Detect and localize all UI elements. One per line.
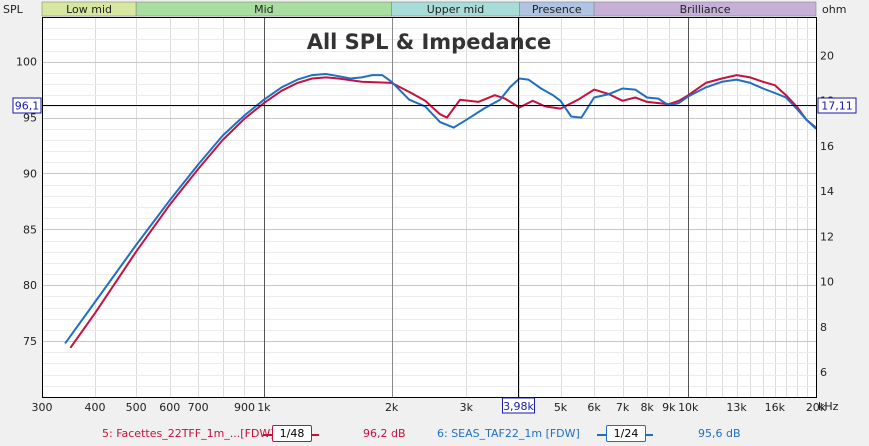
y2-tick-label: 10: [820, 276, 834, 289]
legend-series-5-value: 96,2 dB: [363, 427, 406, 440]
grid: [42, 17, 817, 398]
y2-tick-label: 8: [820, 321, 827, 334]
legend-series-5-smoothing[interactable]: 1/48: [272, 425, 312, 442]
y-tick-label: 95: [23, 112, 37, 125]
x-tick-label: 8k: [640, 401, 654, 414]
x-tick-label: 5k: [554, 401, 568, 414]
plot-border: [42, 17, 817, 398]
cursor-spl-readout: 96,1: [15, 100, 40, 113]
band-label: Upper mid: [427, 3, 485, 16]
cursor-ohm-readout-box: [817, 97, 857, 114]
y2-tick-label: 20: [820, 49, 834, 62]
x-tick-label: 13k: [726, 401, 747, 414]
x-tick-label: 16k: [765, 401, 786, 414]
x-tick-label: 6k: [587, 401, 601, 414]
x-tick-label: 700: [188, 401, 209, 414]
series-lines: [64, 73, 817, 349]
axis-ticks: 300 400 500 600 700 900 1k 2k 3k 5k 6k 7k 8k 9k 10k 13k…: [16, 49, 834, 414]
x-tick-label: 10k: [678, 401, 699, 414]
band-label: Brilliance: [680, 3, 731, 16]
x-unit-label: kHz: [818, 400, 839, 413]
x-tick-label: 500: [126, 401, 147, 414]
x-tick-label: 400: [85, 401, 106, 414]
band-label: Mid: [254, 3, 274, 16]
cursor-spl-readout-box: [12, 97, 42, 114]
series-line-6: [64, 73, 817, 344]
y-tick-label: 75: [23, 335, 37, 348]
x-tick-label: 600: [159, 401, 180, 414]
y2-tick-label: 16: [820, 140, 834, 153]
y-tick-label: 85: [23, 223, 37, 236]
y-tick-label: 80: [23, 279, 37, 292]
legend-series-6-value: 95,6 dB: [698, 427, 741, 440]
y2-tick-label: 14: [820, 185, 834, 198]
band-brilliance: [593, 1, 817, 17]
legend-series-6-smoothing[interactable]: 1/24: [606, 425, 646, 442]
x-tick-label: 900: [234, 401, 255, 414]
x-tick-label: 1k: [257, 401, 271, 414]
right-axis-label: ohm: [822, 3, 846, 16]
legend-series-6-label[interactable]: 6: SEAS_TAF22_1m [FDW]: [437, 427, 580, 440]
legend-series-5-label[interactable]: 5: Facettes_22TFF_1m_...[FDW]: [102, 427, 275, 440]
x-tick-label: 20k: [806, 401, 827, 414]
band-label: Presence: [532, 3, 582, 16]
cursor-ohm-readout: 17,11: [821, 100, 853, 113]
x-tick-label: 7k: [616, 401, 630, 414]
left-axis-label: SPL: [3, 3, 24, 16]
y-tick-label: 100: [16, 56, 37, 69]
x-tick-label: 9k: [662, 401, 676, 414]
chart-title: All SPL & Impedance: [307, 30, 552, 54]
cursor-x-readout-box: [502, 397, 535, 414]
x-tick-label: 300: [32, 401, 53, 414]
y2-tick-label: 6: [820, 366, 827, 379]
y2-tick-label: 12: [820, 230, 834, 243]
cursor-x-readout: 3,98k: [503, 400, 534, 413]
frequency-bands: Low mid Mid Upper mid Presence Brilliance: [41, 1, 817, 17]
series-line-5: [69, 74, 817, 349]
cursor: [42, 17, 816, 397]
band-label: Low mid: [66, 3, 112, 16]
x-tick-label: 3k: [460, 401, 474, 414]
x-tick-label: 2k: [385, 401, 399, 414]
y-tick-label: 90: [23, 167, 37, 180]
